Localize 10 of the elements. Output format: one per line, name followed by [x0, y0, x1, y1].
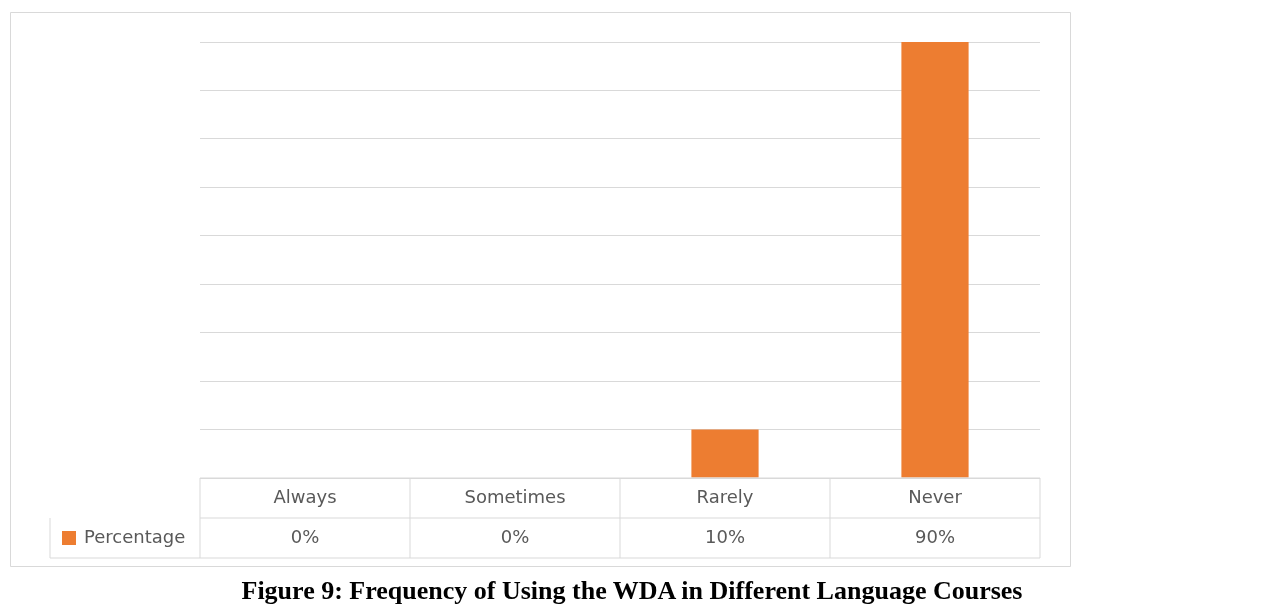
legend-label: Percentage — [84, 525, 186, 547]
data-label: 0% — [290, 525, 320, 547]
x-tick-label: Always — [273, 485, 337, 507]
data-label: 10% — [704, 525, 746, 547]
data-label: 90% — [914, 525, 956, 547]
x-tick-label: Never — [908, 485, 963, 507]
x-tick-label: Rarely — [696, 485, 754, 507]
text: Figure 9: Frequency of Using the WDA in Different Language Courses — [240, 576, 1024, 606]
data-label: 0% — [500, 525, 530, 547]
x-tick-label: Sometimes — [464, 485, 566, 507]
